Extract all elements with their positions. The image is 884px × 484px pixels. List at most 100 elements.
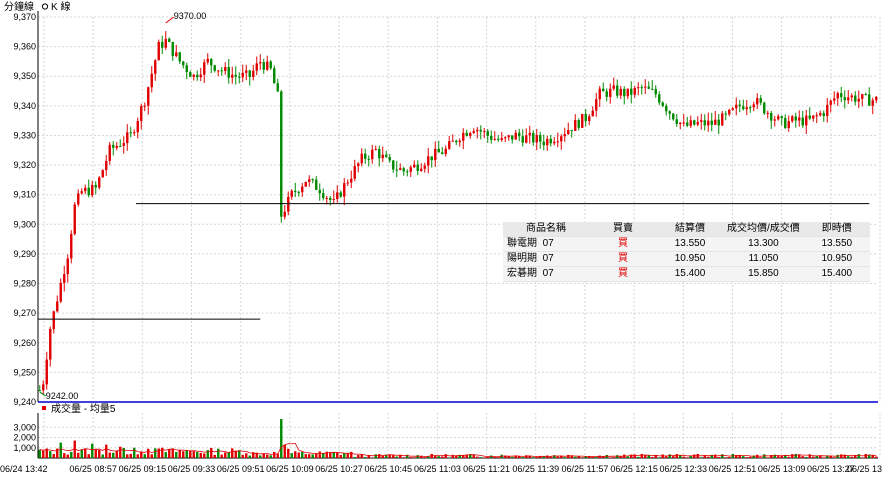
- volume-bar: [630, 454, 633, 458]
- quote-row[interactable]: 聯電期 07 買 13.550 13.300 13.550: [503, 236, 870, 252]
- volume-bar: [206, 450, 209, 458]
- candle-body: [255, 63, 258, 71]
- volume-bar: [276, 453, 279, 458]
- candle-body: [77, 193, 80, 205]
- volume-bar: [245, 453, 248, 458]
- volume-bar: [301, 451, 304, 458]
- volume-bar: [339, 454, 342, 458]
- x-tick-label: 06/25 10:27: [315, 464, 363, 474]
- candle-body: [679, 122, 682, 124]
- candle-body: [868, 94, 871, 106]
- volume-bar: [294, 451, 297, 458]
- quote-row[interactable]: 陽明期 07 買 10.950 11.050 10.950: [503, 251, 870, 267]
- x-tick-label: 06/25 12:51: [709, 464, 757, 474]
- candle-body: [423, 165, 426, 169]
- volume-bar: [563, 457, 566, 458]
- volume-bar: [175, 451, 178, 458]
- quote-product: 陽明期 07: [503, 251, 589, 267]
- candle-body: [647, 86, 650, 89]
- volume-bar: [171, 448, 174, 458]
- candle-body: [602, 88, 605, 92]
- candle-body: [462, 132, 465, 141]
- candle-body: [623, 89, 626, 97]
- candle-body: [266, 61, 269, 70]
- price-y-tick-label: 9,270: [13, 308, 36, 318]
- candle-body: [234, 74, 237, 77]
- volume-bar: [311, 454, 314, 458]
- price-y-tick-label: 9,280: [13, 279, 36, 289]
- volume-bar: [752, 455, 755, 458]
- candle-body: [38, 390, 41, 392]
- volume-bar: [332, 452, 335, 458]
- candle-body: [269, 61, 272, 69]
- candle-body: [133, 132, 136, 134]
- volume-bar: [392, 455, 395, 458]
- volume-bar: [437, 456, 440, 458]
- volume-bar: [360, 454, 363, 458]
- volume-bar: [210, 447, 213, 458]
- candle-body: [45, 359, 48, 385]
- volume-bar: [444, 454, 447, 458]
- candle-body: [724, 113, 727, 115]
- candle-body: [780, 116, 783, 119]
- candle-body: [658, 94, 661, 103]
- x-tick-label: 06/25 11:39: [512, 464, 559, 474]
- volume-bar: [290, 453, 293, 458]
- candle-body: [112, 144, 115, 148]
- volume-bar: [637, 456, 640, 458]
- volume-bar: [164, 452, 167, 458]
- volume-bar: [805, 456, 808, 458]
- candle-body: [213, 65, 216, 71]
- quote-name: 聯電期: [507, 238, 537, 249]
- candle-body: [469, 133, 472, 136]
- volume-bar: [602, 456, 605, 458]
- candle-body: [665, 105, 668, 112]
- candle-body: [626, 88, 629, 97]
- candle-body: [784, 118, 787, 128]
- volume-bar: [451, 454, 454, 458]
- volume-bar: [70, 451, 73, 458]
- candle-body: [343, 183, 346, 197]
- volume-bar: [812, 456, 815, 458]
- candle-body: [448, 141, 451, 149]
- quote-avg: 13.300: [723, 236, 804, 252]
- candle-body: [532, 132, 535, 143]
- volume-bar: [73, 440, 76, 458]
- volume-bar: [42, 450, 45, 458]
- candle-body: [224, 66, 227, 72]
- candle-body: [80, 191, 83, 194]
- candle-body: [808, 115, 811, 119]
- candle-body: [661, 102, 664, 106]
- candle-body: [42, 384, 45, 391]
- volume-bar: [875, 456, 878, 458]
- price-y-tick-label: 9,250: [13, 367, 36, 377]
- candle-body: [388, 157, 391, 161]
- volume-bar: [644, 455, 647, 458]
- candle-body: [850, 95, 853, 98]
- volume-bar: [542, 455, 545, 458]
- col-header-product: 商品名稱: [503, 222, 589, 237]
- candle-body: [336, 192, 339, 199]
- candle-body: [584, 114, 587, 121]
- quote-avg: 15.850: [723, 266, 804, 282]
- volume-bar: [868, 454, 871, 458]
- volume-bar: [455, 455, 458, 458]
- volume-bar: [479, 457, 482, 458]
- volume-bar: [157, 448, 160, 458]
- candle-body: [612, 85, 615, 89]
- candle-body: [539, 135, 542, 142]
- candle-body: [605, 91, 608, 97]
- volume-bar: [717, 457, 720, 458]
- volume-bar: [668, 454, 671, 458]
- candle-body: [528, 132, 531, 136]
- volume-bar: [248, 455, 251, 458]
- quote-product: 聯電期 07: [503, 236, 589, 252]
- quote-row[interactable]: 宏碁期 07 買 15.400 15.850 15.400: [503, 266, 870, 282]
- volume-bar: [115, 450, 118, 458]
- volume-bar: [49, 451, 52, 458]
- volume-bar: [441, 456, 444, 458]
- candle-body: [864, 94, 867, 96]
- volume-bar: [234, 450, 237, 458]
- volume-bar: [647, 455, 650, 458]
- volume-bar: [497, 457, 500, 458]
